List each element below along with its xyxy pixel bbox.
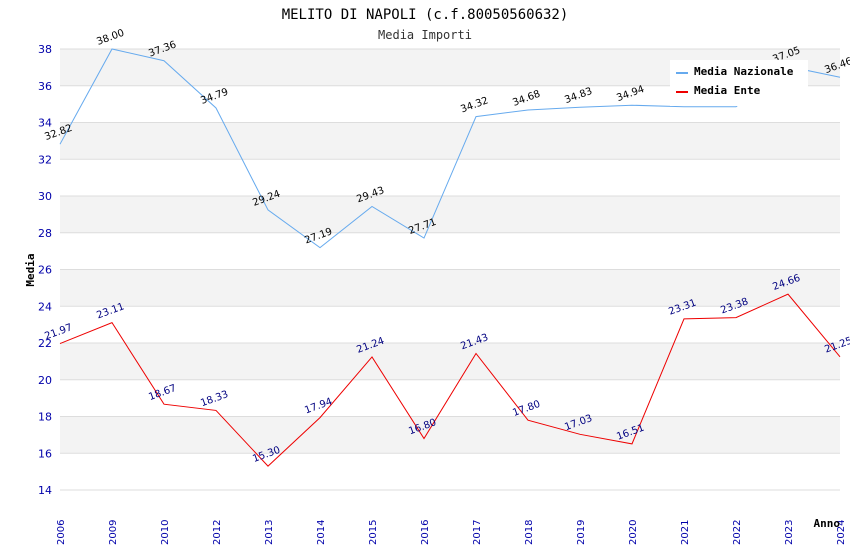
x-tick-label: 2020 bbox=[628, 520, 639, 545]
x-tick-label: 2016 bbox=[420, 520, 431, 545]
background-bands bbox=[60, 49, 840, 490]
x-tick-label: 2017 bbox=[472, 520, 483, 545]
x-tick-label: 2021 bbox=[680, 520, 691, 545]
y-tick-label: 30 bbox=[38, 190, 52, 203]
background-band bbox=[60, 269, 840, 307]
series-line-ente bbox=[59, 293, 841, 467]
y-tick-label: 20 bbox=[38, 374, 52, 387]
background-band bbox=[60, 196, 840, 233]
legend: Media Nazionale Media Ente bbox=[670, 60, 808, 106]
background-band bbox=[60, 306, 840, 343]
series-line-nazionale bbox=[59, 48, 841, 249]
x-tick-label: 2019 bbox=[576, 520, 587, 545]
background-band bbox=[60, 122, 840, 160]
x-tick-label: 2013 bbox=[264, 520, 275, 545]
x-axis-title: Anno bbox=[814, 517, 841, 530]
y-tick-label: 28 bbox=[38, 227, 52, 240]
y-tick-label: 22 bbox=[38, 337, 52, 350]
chart-title: MELITO DI NAPOLI (c.f.80050560632) bbox=[282, 7, 569, 23]
y-tick-label: 32 bbox=[38, 153, 52, 166]
x-tick-label: 2024 bbox=[836, 520, 847, 545]
series-lines bbox=[59, 48, 841, 467]
y-tick-label: 18 bbox=[38, 411, 52, 424]
x-tick-label: 2018 bbox=[524, 520, 535, 545]
background-band bbox=[60, 453, 840, 490]
x-tick-label: 2015 bbox=[368, 520, 379, 545]
x-tick-label: 2012 bbox=[212, 520, 223, 545]
y-tick-label: 26 bbox=[38, 264, 52, 277]
y-tick-label: 24 bbox=[38, 300, 52, 313]
y-tick-label: 36 bbox=[38, 80, 52, 93]
chart-subtitle: Media Importi bbox=[378, 28, 472, 42]
background-band bbox=[60, 232, 840, 270]
x-tick-labels: 2006 2009 2010 2012 2013 2014 2015 2016 2017 2018… bbox=[56, 520, 847, 545]
y-tick-label: 34 bbox=[38, 117, 52, 130]
y-tick-labels: 14 16 18 20 22 24 26 28 30 32 34 36 38 bbox=[38, 43, 52, 497]
background-band bbox=[60, 379, 840, 417]
x-tick-label: 2009 bbox=[108, 520, 119, 545]
legend-label-ente: Media Ente bbox=[694, 84, 761, 97]
x-tick-label: 2014 bbox=[316, 520, 327, 545]
data-label: 38.00 bbox=[95, 28, 126, 48]
y-axis-title: Media bbox=[24, 253, 37, 286]
background-band bbox=[60, 343, 840, 380]
x-tick-label: 2022 bbox=[732, 520, 743, 545]
x-tick-label: 2023 bbox=[784, 520, 795, 545]
x-tick-label: 2006 bbox=[56, 520, 67, 545]
y-tick-label: 16 bbox=[38, 447, 52, 460]
y-tick-label: 14 bbox=[38, 484, 52, 497]
x-tick-label: 2010 bbox=[160, 520, 171, 545]
y-tick-label: 38 bbox=[38, 43, 52, 56]
background-band bbox=[60, 416, 840, 454]
legend-label-nazionale: Media Nazionale bbox=[694, 65, 794, 78]
legend-box bbox=[670, 60, 808, 106]
